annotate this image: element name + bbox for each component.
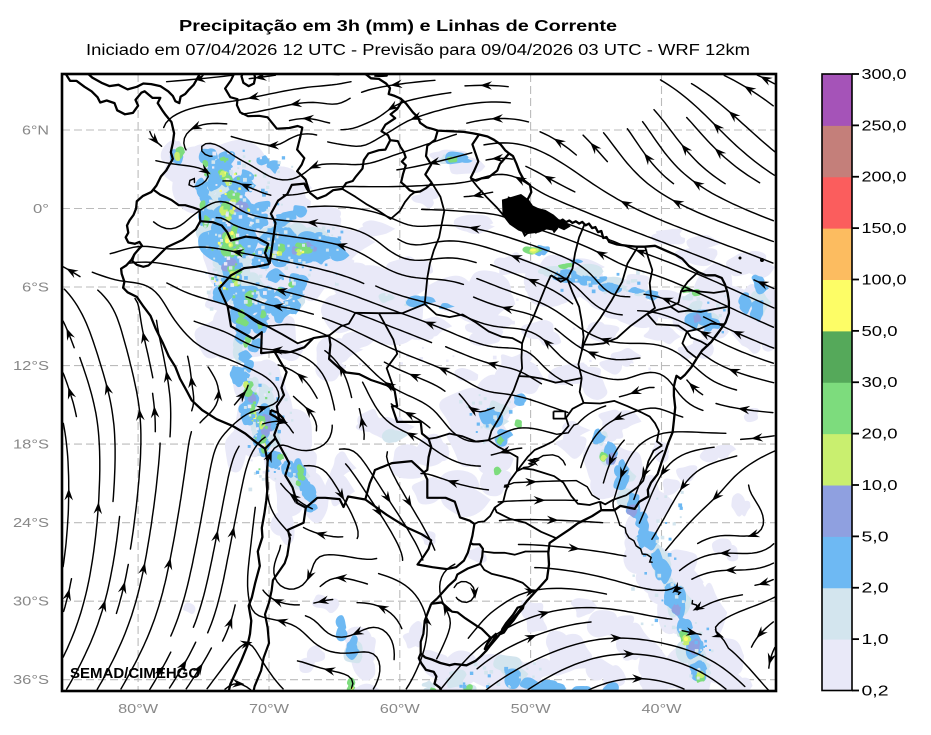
svg-text:6°N: 6°N bbox=[22, 122, 49, 137]
svg-text:36°S: 36°S bbox=[13, 672, 49, 687]
svg-text:24°S: 24°S bbox=[13, 515, 49, 530]
svg-text:50,0: 50,0 bbox=[862, 323, 898, 340]
svg-text:1,0: 1,0 bbox=[862, 631, 889, 648]
svg-text:80°W: 80°W bbox=[118, 701, 159, 716]
svg-text:6°S: 6°S bbox=[22, 279, 49, 294]
svg-text:Precipitação em 3h (mm) e Linh: Precipitação em 3h (mm) e Linhas de Corr… bbox=[179, 18, 617, 35]
svg-text:Iniciado em 07/04/2026 12 UTC: Iniciado em 07/04/2026 12 UTC - Previsão… bbox=[86, 42, 750, 59]
svg-text:100,0: 100,0 bbox=[862, 271, 907, 288]
svg-text:30°S: 30°S bbox=[13, 594, 49, 609]
svg-text:200,0: 200,0 bbox=[862, 169, 907, 186]
svg-text:5,0: 5,0 bbox=[862, 528, 889, 545]
svg-text:10,0: 10,0 bbox=[862, 477, 898, 494]
svg-text:SEMAD/CIMEHGO: SEMAD/CIMEHGO bbox=[70, 665, 200, 682]
svg-text:12°S: 12°S bbox=[13, 358, 49, 373]
svg-text:60°W: 60°W bbox=[380, 701, 421, 716]
svg-text:30,0: 30,0 bbox=[862, 374, 898, 391]
svg-text:70°W: 70°W bbox=[249, 701, 290, 716]
svg-text:0°: 0° bbox=[33, 201, 49, 216]
svg-text:40°W: 40°W bbox=[642, 701, 683, 716]
svg-text:18°S: 18°S bbox=[13, 437, 49, 452]
svg-text:300,0: 300,0 bbox=[862, 66, 907, 83]
svg-text:0,2: 0,2 bbox=[862, 682, 889, 699]
svg-text:250,0: 250,0 bbox=[862, 117, 907, 134]
svg-text:50°W: 50°W bbox=[511, 701, 552, 716]
svg-text:2,0: 2,0 bbox=[862, 580, 889, 597]
svg-text:20,0: 20,0 bbox=[862, 426, 898, 443]
svg-text:150,0: 150,0 bbox=[862, 220, 907, 237]
